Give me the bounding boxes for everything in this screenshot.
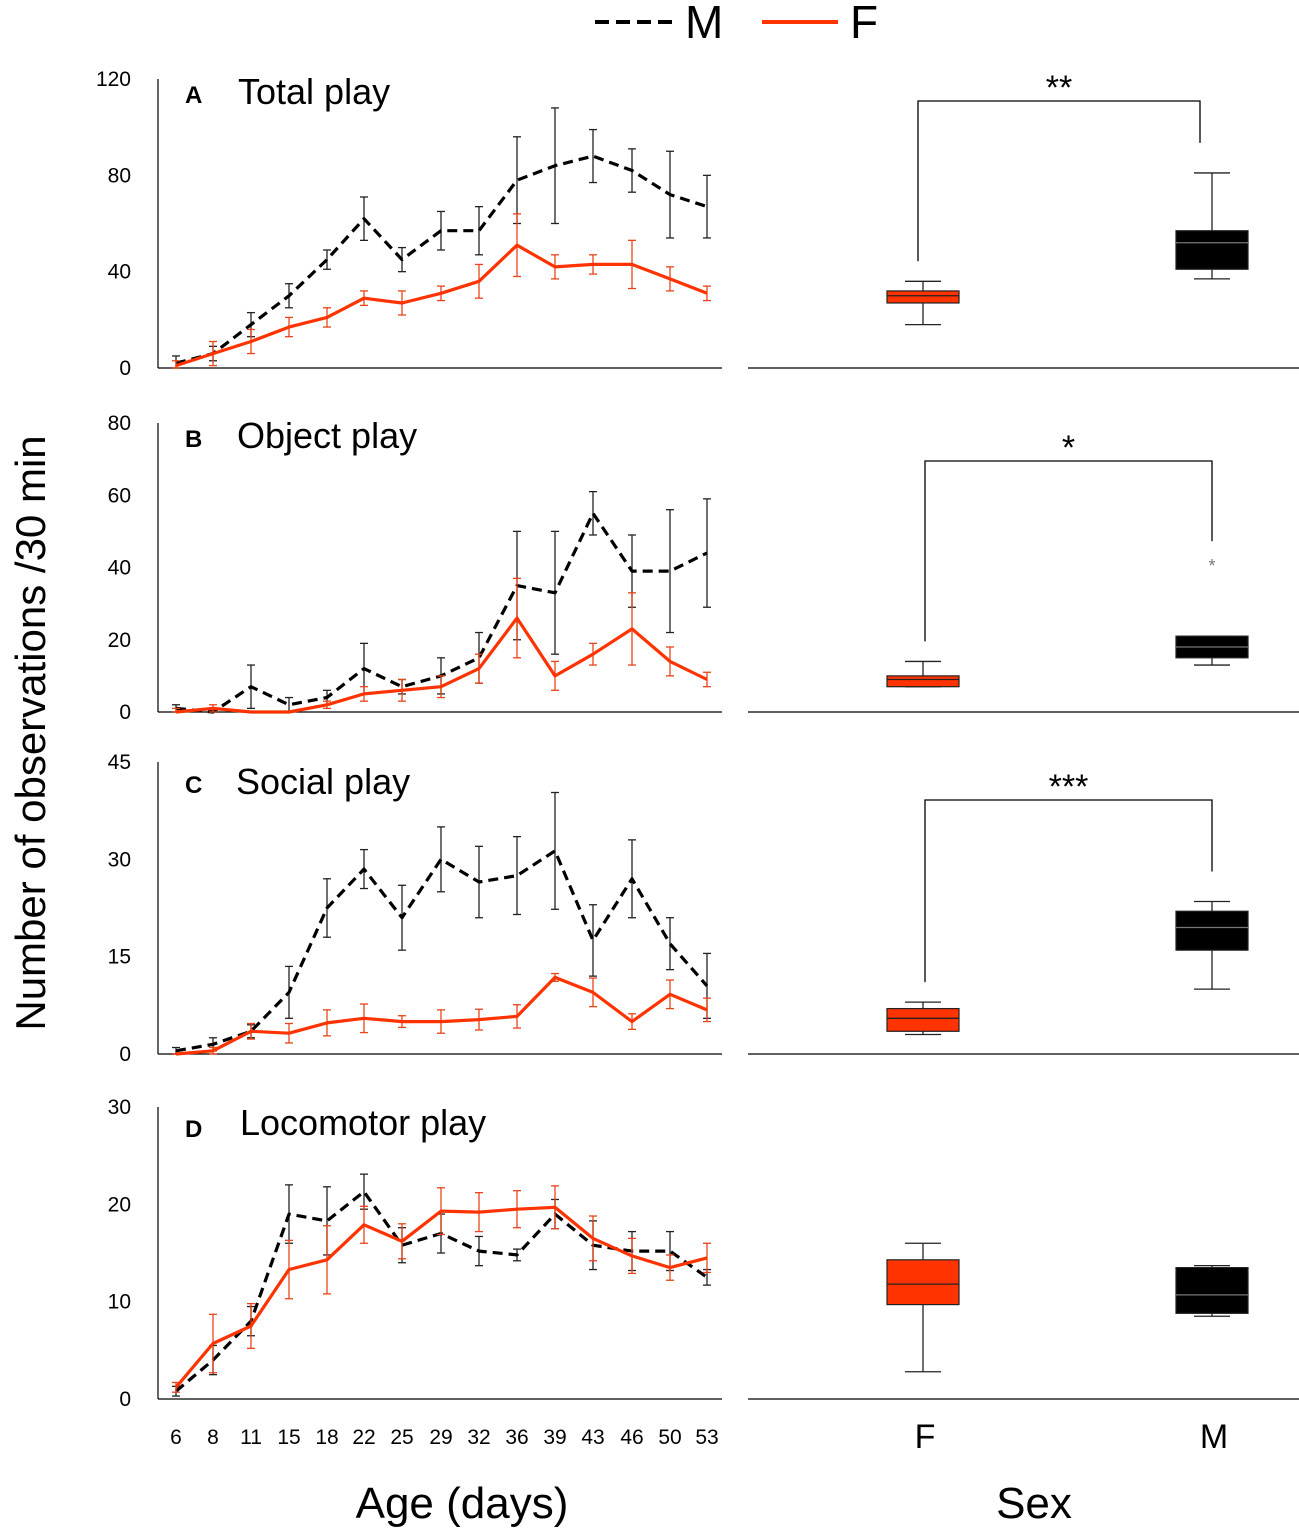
age-tick-label: 8 <box>207 1426 219 1449</box>
y-tick-label: 40 <box>108 557 131 580</box>
series-line-f <box>175 975 708 1056</box>
y-tick-label: 0 <box>119 701 131 724</box>
y-tick-label: 80 <box>108 164 131 187</box>
age-tick-label: 18 <box>315 1426 338 1449</box>
panel-title-b: Object play <box>237 415 417 456</box>
panel-d: 0 10 20 30 <box>108 1096 1299 1411</box>
panel-letter-b: B <box>185 426 202 453</box>
panel-title-a: Total play <box>238 71 390 112</box>
series-line-f <box>174 1205 708 1389</box>
significance-stars: * <box>1062 429 1075 467</box>
y-tick-label: 40 <box>108 261 131 284</box>
y-tick-label: 45 <box>108 751 131 774</box>
significance-bracket <box>917 100 1201 262</box>
x-axis-label-age: Age (days) <box>356 1479 569 1528</box>
age-tick-label: 50 <box>658 1426 681 1449</box>
significance-stars: ** <box>1046 69 1072 107</box>
panel-letter-c: C <box>185 772 202 799</box>
y-tick-label: 30 <box>108 848 131 871</box>
y-tick-label: 0 <box>119 1043 131 1066</box>
legend-female-label: F <box>850 0 878 48</box>
age-tick-label: 29 <box>429 1426 452 1449</box>
y-tick-label: 30 <box>108 1096 131 1119</box>
y-tick-label: 20 <box>108 629 131 652</box>
age-tick-labels: 6 8 11 15 18 22 25 29 32 36 39 43 46 50 53 <box>170 1426 719 1449</box>
panel-letter-a: A <box>185 82 202 109</box>
significance-bracket <box>924 799 1213 983</box>
age-tick-label: 32 <box>467 1426 490 1449</box>
series-line-f <box>175 243 708 368</box>
y-axis-label: Number of observations /30 min <box>7 435 54 1030</box>
age-tick-label: 36 <box>505 1426 528 1449</box>
age-tick-label: 53 <box>695 1426 718 1449</box>
legend: M F <box>595 0 878 48</box>
age-tick-label: 43 <box>581 1426 604 1449</box>
significance-bracket <box>924 460 1213 642</box>
box-f <box>886 290 960 304</box>
age-tick-label: 22 <box>352 1426 375 1449</box>
box-m <box>1175 1266 1249 1314</box>
box-f <box>886 675 960 688</box>
y-tick-label: 60 <box>108 484 131 507</box>
age-tick-label: 39 <box>543 1426 566 1449</box>
panel-b: 0 20 40 60 80 * * <box>108 412 1299 724</box>
box-m <box>1175 230 1249 270</box>
age-tick-label: 6 <box>170 1426 182 1449</box>
significance-stars: *** <box>1049 768 1089 806</box>
y-tick-label: 0 <box>119 357 131 380</box>
age-tick-label: 15 <box>277 1426 300 1449</box>
y-tick-label: 80 <box>108 412 131 435</box>
panel-title-d: Locomotor play <box>240 1102 486 1143</box>
box-f <box>886 1259 960 1306</box>
y-tick-label: 10 <box>108 1291 131 1314</box>
sex-tick-m: M <box>1200 1418 1228 1456</box>
panel-title-c: Social play <box>236 761 410 802</box>
age-tick-label: 25 <box>390 1426 413 1449</box>
y-tick-label: 15 <box>108 946 131 969</box>
age-tick-label: 46 <box>620 1426 643 1449</box>
y-tick-label: 20 <box>108 1193 131 1216</box>
outlier-marker: * <box>1208 556 1215 576</box>
y-tick-label: 120 <box>96 68 131 91</box>
y-tick-label: 0 <box>119 1388 131 1411</box>
panel-c: 0 15 30 45 *** <box>108 751 1299 1066</box>
age-tick-label: 11 <box>240 1426 262 1449</box>
box-f <box>886 1007 960 1032</box>
panel-a: 0 40 80 120 ** <box>96 68 1299 380</box>
x-axis-label-sex: Sex <box>996 1479 1072 1528</box>
series-line-m <box>175 154 708 365</box>
panel-letter-d: D <box>185 1116 202 1143</box>
box-m <box>1175 910 1249 951</box>
series-line-f <box>175 616 708 714</box>
legend-male-label: M <box>685 0 723 48</box>
sex-tick-f: F <box>915 1418 936 1456</box>
